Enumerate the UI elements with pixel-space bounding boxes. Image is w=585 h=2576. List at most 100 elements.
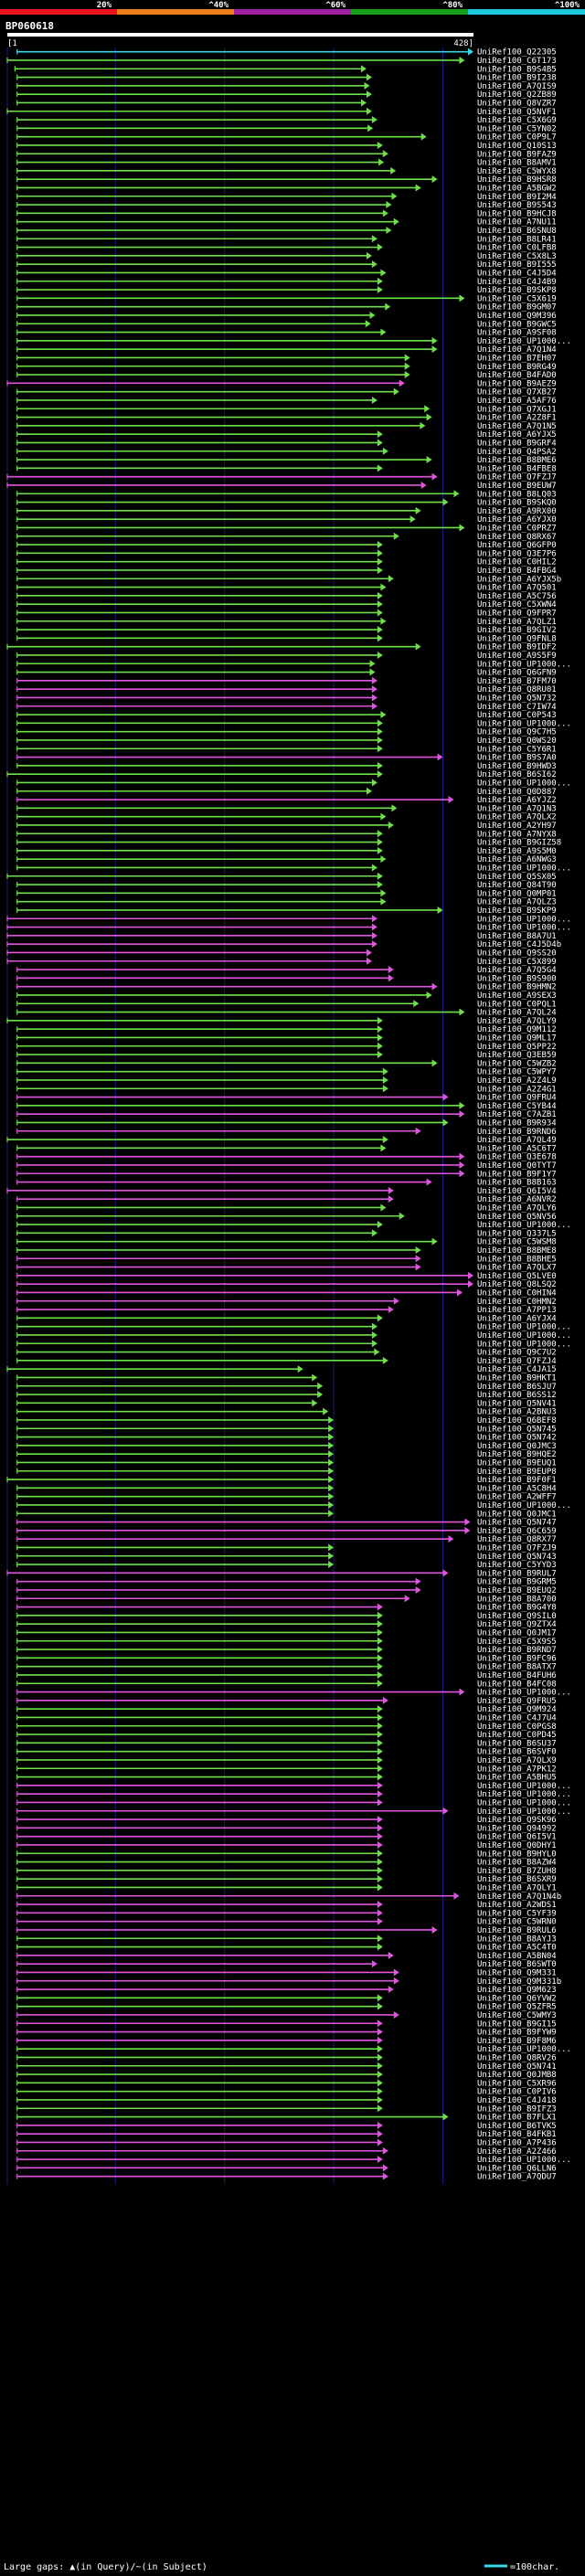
hit-arrow-12 — [382, 150, 388, 158]
hit-label-36: UniRef100_B7EH07 — [477, 354, 557, 363]
hit-arrow-233 — [377, 2028, 383, 2036]
hit-label-102: UniRef100_UP1000... — [477, 915, 571, 924]
hit-arrow-104 — [371, 931, 378, 939]
hit-arrow-113 — [459, 1008, 465, 1016]
hit-arrow-53 — [442, 498, 449, 506]
hit-arrow-193 — [459, 1688, 465, 1696]
hit-label-103: UniRef100_UP1000... — [477, 924, 571, 933]
hit-label-20: UniRef100_A7NU11 — [477, 218, 557, 228]
hit-arrow-159 — [312, 1399, 318, 1407]
hit-label-169: UniRef100_A5C8H4 — [477, 1484, 557, 1493]
hit-arrow-35 — [431, 345, 438, 354]
hit-arrow-75 — [371, 685, 378, 694]
hit-label-2: UniRef100_B9S4B5 — [477, 65, 557, 74]
hit-label-249: UniRef100_Q6LLN6 — [477, 2164, 557, 2173]
hit-arrow-17 — [391, 192, 398, 200]
hit-label-149: UniRef100_A6YJX4 — [477, 1314, 557, 1323]
hit-label-105: UniRef100_C4J5D4b — [477, 940, 561, 949]
hit-label-28: UniRef100_B9SKP8 — [477, 286, 557, 295]
hit-label-12: UniRef100_B9FAZ9 — [477, 150, 557, 159]
hit-label-182: UniRef100_B8A700 — [477, 1595, 557, 1604]
footer-scale: =100char. — [510, 2562, 559, 2572]
hit-arrow-36 — [404, 354, 410, 362]
hit-arrow-60 — [377, 557, 383, 566]
hit-arrow-5 — [366, 90, 372, 99]
hit-arrow-179 — [442, 1569, 449, 1577]
hit-label-63: UniRef100_A7Q501 — [477, 584, 557, 593]
hit-label-90: UniRef100_A7QLX2 — [477, 813, 557, 822]
hit-arrow-106 — [366, 949, 372, 957]
hit-label-104: UniRef100_B8A7U1 — [477, 932, 557, 941]
hit-arrow-80 — [377, 727, 383, 736]
hit-label-250: UniRef100_A7QDU7 — [477, 2173, 557, 2182]
hit-label-115: UniRef100_Q9M112 — [477, 1025, 557, 1034]
hit-arrow-184 — [377, 1611, 383, 1619]
hit-label-51: UniRef100_B9EUW7 — [477, 482, 557, 491]
hit-label-245: UniRef100_B4FKB1 — [477, 2130, 557, 2139]
hit-arrow-98 — [377, 881, 383, 889]
hit-label-185: UniRef100_Q9ZTX4 — [477, 1620, 557, 1629]
hit-arrow-114 — [377, 1016, 383, 1024]
hit-arrow-202 — [377, 1765, 383, 1773]
hit-label-221: UniRef100_B9RUL6 — [477, 1926, 557, 1935]
hit-arrow-51 — [420, 481, 427, 489]
hit-arrow-95 — [380, 855, 387, 864]
hit-arrow-29 — [459, 294, 465, 302]
hit-arrow-20 — [393, 217, 399, 226]
hit-arrow-151 — [371, 1330, 378, 1339]
hit-arrow-39 — [399, 379, 405, 387]
hit-arrow-192 — [377, 1680, 383, 1688]
hit-arrow-149 — [377, 1314, 383, 1322]
hit-label-56: UniRef100_C0PRZ7 — [477, 524, 557, 533]
hit-arrow-219 — [377, 1909, 383, 1917]
hit-label-133: UniRef100_B8B163 — [477, 1179, 557, 1188]
hit-arrow-147 — [393, 1297, 399, 1305]
hit-label-74: UniRef100_B7FM70 — [477, 677, 557, 686]
hit-arrow-107 — [366, 957, 372, 965]
footer-gaps: Large gaps: ▲(in Query)/~(in Subject) — [4, 2562, 207, 2572]
hit-label-58: UniRef100_Q6GFP0 — [477, 541, 557, 550]
hit-label-5: UniRef100_Q2ZB89 — [477, 90, 557, 100]
hit-label-145: UniRef100_Q8LSQ2 — [477, 1280, 557, 1289]
hit-label-228: UniRef100_Q9M623 — [477, 1986, 557, 1995]
hit-arrow-54 — [415, 506, 421, 514]
hit-arrow-134 — [388, 1186, 394, 1194]
query-id: BP060618 — [5, 20, 54, 32]
hit-label-143: UniRef100_A7QLX7 — [477, 1264, 557, 1273]
hit-label-128: UniRef100_A7QL49 — [477, 1136, 557, 1145]
hit-arrow-103 — [371, 923, 378, 931]
hit-arrow-220 — [377, 1917, 383, 1925]
hit-label-1: UniRef100_C6T173 — [477, 57, 557, 66]
hit-arrow-62 — [388, 575, 394, 583]
hit-arrow-77 — [371, 702, 378, 710]
hit-label-226: UniRef100_Q9M331 — [477, 1968, 557, 1977]
hit-arrow-64 — [377, 591, 383, 599]
hit-arrow-241 — [377, 2095, 383, 2104]
hit-label-106: UniRef100_Q9SS20 — [477, 949, 557, 958]
hit-label-140: UniRef100_C5WSM8 — [477, 1238, 557, 1247]
hit-label-139: UniRef100_Q337L5 — [477, 1229, 557, 1238]
hit-arrow-242 — [377, 2104, 383, 2113]
hit-label-178: UniRef100_C5YYD3 — [477, 1561, 557, 1570]
scale-end: 428] — [453, 39, 473, 48]
hit-arrow-26 — [380, 269, 387, 277]
legend-band-4 — [468, 9, 585, 15]
hit-arrow-211 — [377, 1840, 383, 1849]
hit-label-60: UniRef100_C0HIL2 — [477, 558, 557, 567]
hit-arrow-84 — [377, 761, 383, 769]
hit-label-117: UniRef100_Q5PP22 — [477, 1043, 557, 1052]
hit-label-13: UniRef100_B8AMV1 — [477, 159, 557, 168]
hit-arrow-79 — [377, 719, 383, 727]
hit-label-130: UniRef100_Q3E678 — [477, 1153, 557, 1162]
hit-label-125: UniRef100_C7AZB1 — [477, 1110, 557, 1119]
hit-arrow-143 — [415, 1263, 421, 1271]
hit-arrow-206 — [377, 1798, 383, 1807]
hit-arrow-172 — [328, 1510, 335, 1518]
hit-arrow-22 — [371, 235, 378, 243]
hit-label-18: UniRef100_B9S543 — [477, 201, 557, 210]
hit-label-85: UniRef100_B6SI62 — [477, 770, 557, 779]
hit-label-171: UniRef100_UP1000... — [477, 1501, 571, 1511]
hit-arrow-187 — [377, 1637, 383, 1645]
hit-arrow-127 — [415, 1127, 421, 1135]
